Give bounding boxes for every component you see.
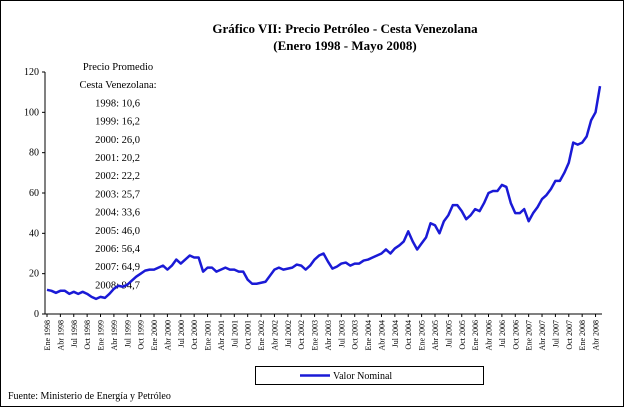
annotation: 1999: 16,2 [95, 117, 140, 128]
x-tick-label: Ene 2002 [257, 320, 266, 350]
x-tick-label: Jul 2002 [284, 320, 293, 347]
annotation: Precio Promedio [83, 62, 153, 73]
annotation: 2002: 22,2 [95, 171, 140, 182]
y-tick-label: 20 [29, 269, 39, 280]
x-tick-label: Ene 2006 [471, 320, 480, 350]
x-tick-label: Ene 1999 [97, 320, 106, 350]
annotation: 2006: 56,4 [95, 244, 141, 255]
x-tick-label: Oct 2006 [511, 320, 520, 350]
y-tick-label: 40 [29, 228, 39, 239]
x-tick-label: Oct 2000 [190, 320, 199, 350]
x-tick-label: Ene 2004 [364, 320, 373, 350]
x-tick-label: Abr 2007 [538, 320, 547, 350]
x-tick-label: Jul 2000 [177, 320, 186, 347]
x-tick-label: Ene 2005 [418, 320, 427, 350]
x-tick-label: Abr 2004 [377, 320, 386, 350]
source: Fuente: Ministerio de Energía y Petróleo [8, 391, 171, 402]
x-tick-label: Abr 1999 [110, 320, 119, 350]
x-tick-label: Abr 2005 [431, 320, 440, 350]
line [46, 85, 602, 301]
x-tick-label: Oct 2003 [351, 320, 360, 350]
x-tick-label: Abr 2006 [485, 320, 494, 350]
x-tick-label: Ene 2008 [578, 320, 587, 350]
x-tick-label: Oct 2007 [565, 320, 574, 350]
annotation: 2001: 20,2 [95, 153, 140, 164]
x-tick-label: Jul 2001 [230, 320, 239, 347]
legend-box [255, 366, 484, 385]
annotation: 1998: 10,6 [95, 98, 140, 109]
x-tick-label: Abr 2000 [163, 320, 172, 350]
y-tick-label: 120 [24, 67, 39, 78]
x-tick-label: Jul 1999 [123, 320, 132, 347]
x-tick-label: Oct 2001 [244, 320, 253, 350]
x-tick-label: Jul 2005 [444, 320, 453, 347]
x-tick-label: Abr 2008 [592, 320, 601, 350]
y-tick-label: 60 [29, 188, 39, 199]
x-tick-label: Abr 1998 [56, 320, 65, 350]
x-tick-label: Jul 2006 [498, 320, 507, 347]
x-tick-label: Ene 2001 [204, 320, 213, 350]
chart-subtitle: (Enero 1998 - Mayo 2008) [273, 38, 416, 53]
x-tick-label: Abr 2001 [217, 320, 226, 350]
y-tick-label: 100 [24, 107, 39, 118]
annotation: 2004: 33,6 [95, 208, 140, 219]
x-tick-label: Ene 2007 [525, 320, 534, 350]
x-tick-label: Ene 1998 [43, 320, 52, 350]
x-tick-label: Oct 1999 [137, 320, 146, 350]
x-tick-label: Oct 1998 [83, 320, 92, 350]
x-tick-label: Oct 2002 [297, 320, 306, 350]
annotation: Cesta Venezolana: [79, 80, 156, 91]
annotation: 2005: 46,0 [95, 226, 140, 237]
x-tick-label: Jul 2003 [337, 320, 346, 347]
y-tick-label: 0 [34, 309, 39, 320]
x-tick-label: Jul 2007 [551, 320, 560, 347]
x-tick-label: Abr 2003 [324, 320, 333, 350]
legend-label: Valor Nominal [333, 371, 392, 382]
x-tick-label: Ene 2000 [150, 320, 159, 350]
annotation: 2000: 26,0 [95, 135, 140, 146]
x-tick-label: Abr 2002 [270, 320, 279, 350]
annotation: 2007: 64,9 [95, 262, 140, 273]
x-tick-label: Ene 2003 [311, 320, 320, 350]
x-tick-label: Jul 2004 [391, 320, 400, 347]
x-tick-label: Jul 1998 [70, 320, 79, 347]
annotation: 2003: 25,7 [95, 189, 140, 200]
x-tick-label: Oct 2004 [404, 320, 413, 350]
chart-title: Gráfico VII: Precio Petróleo - Cesta Ven… [212, 21, 478, 36]
y-tick-label: 80 [29, 148, 39, 159]
x-tick-label: Oct 2005 [458, 320, 467, 350]
